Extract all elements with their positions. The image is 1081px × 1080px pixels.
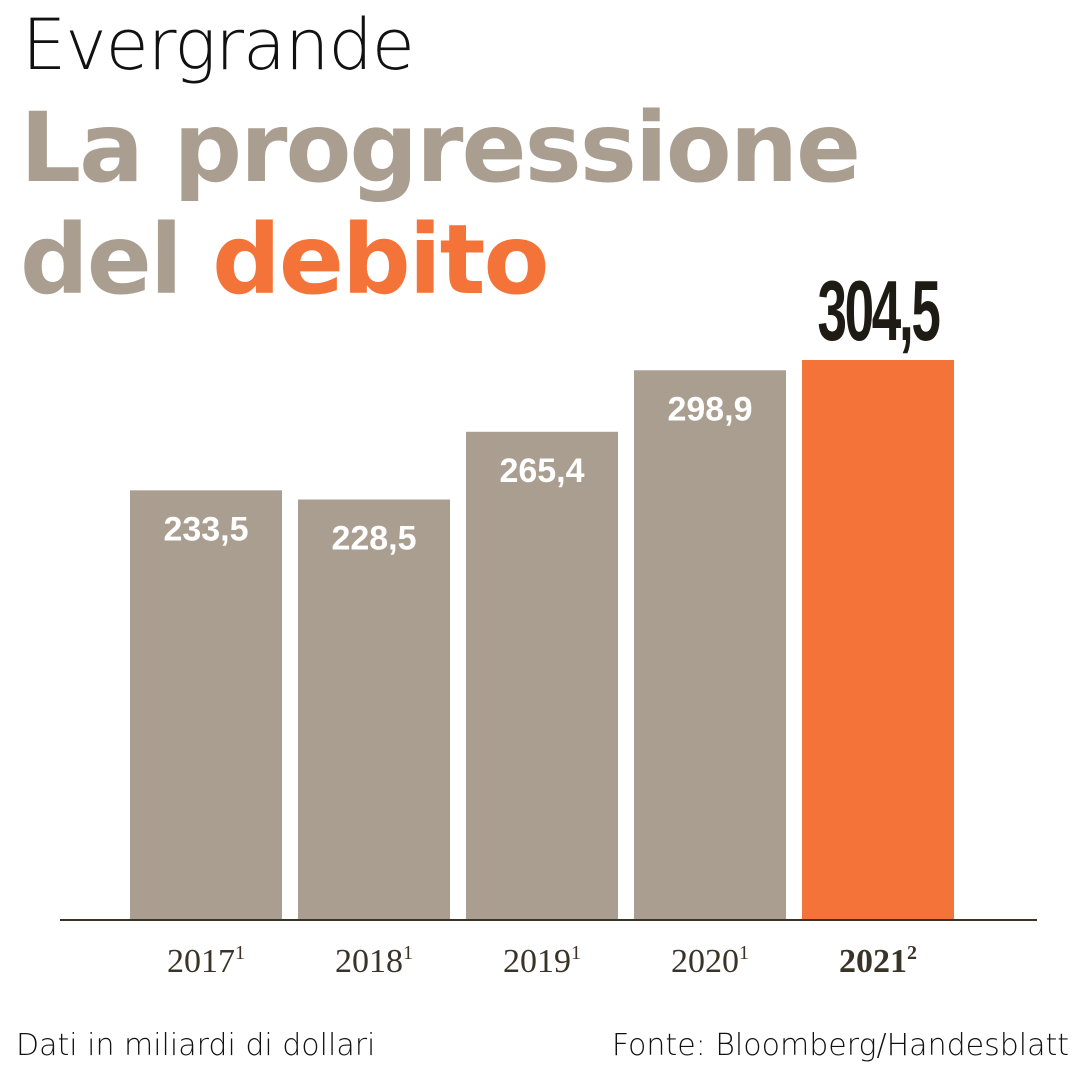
- source-note: Fonte: Bloomberg/Handesblatt: [611, 1028, 1069, 1063]
- bar-2021: [802, 360, 954, 919]
- value-label-2017: 233,5: [163, 510, 248, 548]
- chart-title: La progressione del debito: [20, 92, 861, 316]
- chart-kicker: Evergrande: [22, 4, 415, 86]
- tick-label-2018: 20181: [335, 942, 413, 980]
- bar-2020: [634, 370, 786, 919]
- chart-title-line1: La progressione: [20, 92, 861, 204]
- tick-label-2017: 20171: [167, 942, 245, 980]
- value-label-2019: 265,4: [499, 452, 584, 490]
- chart-title-accent: debito: [212, 204, 549, 316]
- tick-label-2020: 20201: [671, 942, 749, 980]
- value-label-2018: 228,5: [331, 520, 416, 558]
- value-label-2021: 304,5: [817, 264, 939, 359]
- bar-2019: [466, 431, 618, 919]
- tick-label-2019: 20191: [503, 942, 581, 980]
- bar-2018: [298, 499, 450, 919]
- tick-label-2021: 20212: [839, 942, 917, 980]
- bar-2017: [130, 490, 282, 919]
- units-note: Dati in miliardi di dollari: [16, 1028, 376, 1063]
- chart-title-line2: del debito: [20, 204, 859, 316]
- chart-title-plain: del: [20, 204, 213, 316]
- value-label-2020: 298,9: [667, 390, 752, 428]
